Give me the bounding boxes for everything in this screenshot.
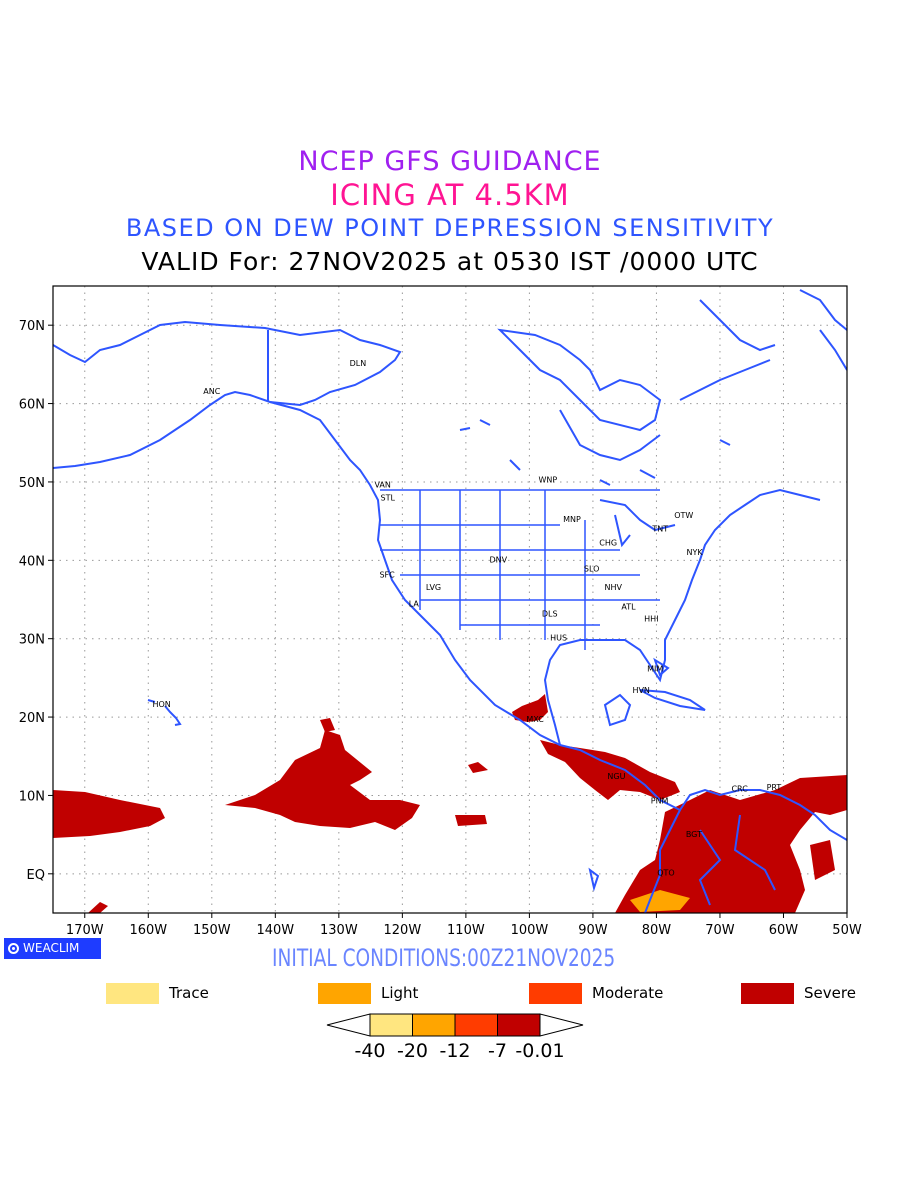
latitude-labels: 70N 60N 50N 40N 30N 20N 10N EQ (19, 319, 45, 883)
longitude-labels: 170W 160W 150W 140W 130W 120W 110W 100W 90W 80W 70… (66, 923, 862, 938)
city-label: DLS (542, 610, 558, 619)
city-label: NYK (686, 548, 703, 557)
legend-item-moderate: Moderate (529, 982, 663, 1004)
city-label: DLN (350, 359, 367, 368)
lat-tick-label: 50N (19, 476, 45, 491)
icing-region (468, 762, 488, 773)
city-label: SFC (379, 571, 395, 580)
city-label: PNM (651, 796, 669, 805)
lat-tick-label: 20N (19, 711, 45, 726)
city-label: LA (409, 600, 420, 609)
lat-tick-label: 30N (19, 633, 45, 648)
plot-frame (52, 285, 848, 914)
legend-item-severe: Severe (741, 982, 856, 1004)
icing-region (455, 815, 487, 826)
icing-region (225, 730, 420, 830)
lon-tick-label: 110W (447, 923, 485, 938)
lat-tick-label: 10N (19, 789, 45, 804)
icing-region (615, 775, 847, 913)
lat-tick-label: 40N (19, 554, 45, 569)
badge-label: WEACLIM (23, 941, 80, 955)
city-label: DNV (489, 556, 507, 565)
title-line3: BASED ON DEW POINT DEPRESSION SENSITIVIT… (125, 214, 775, 242)
icing-region (810, 840, 835, 880)
city-label: BGT (686, 830, 702, 839)
city-labels: ANC DLN VAN STL WNP MNP OTW TNT CHG NYK DNV SFC SLO L… (152, 359, 781, 877)
legend-label: Severe (804, 984, 856, 1002)
coastlines (53, 289, 847, 913)
lon-tick-label: 120W (384, 923, 422, 938)
lon-tick-label: 70W (705, 923, 735, 938)
city-label: MNP (563, 515, 581, 524)
icing-region (53, 790, 165, 838)
lon-tick-label: 50W (832, 923, 862, 938)
lon-tick-label: 130W (320, 923, 358, 938)
city-label: HHI (644, 614, 658, 623)
lat-tick-label: 70N (19, 319, 45, 334)
legend-label: Light (381, 984, 419, 1002)
lon-tick-label: 160W (129, 923, 167, 938)
lon-tick-label: 100W (511, 923, 549, 938)
logo-icon (8, 943, 19, 954)
weaclim-badge: WEACLIM (4, 938, 101, 959)
city-label: QTO (657, 868, 674, 877)
city-label: NHV (605, 583, 623, 592)
icing-region (88, 902, 108, 913)
icing-region (320, 718, 335, 732)
city-label: WNP (538, 476, 557, 485)
city-label: ATL (621, 603, 636, 612)
title-valid-time: VALID For: 27NOV2025 at 0530 IST /0000 U… (141, 247, 759, 276)
city-label: MIM (647, 665, 663, 674)
lon-tick-label: 150W (193, 923, 231, 938)
lon-tick-label: 80W (642, 923, 672, 938)
city-label: NGU (607, 772, 625, 781)
city-label: ANC (203, 387, 220, 396)
lon-tick-label: 90W (578, 923, 608, 938)
lon-tick-label: 140W (256, 923, 294, 938)
city-label: VAN (374, 480, 390, 489)
lon-tick-label: 60W (769, 923, 799, 938)
city-label: MXC (526, 715, 544, 724)
legend-item-light: Light (318, 982, 418, 1004)
city-label: SLO (584, 564, 600, 573)
legend-label: Moderate (592, 984, 664, 1002)
city-label: PRT (767, 783, 782, 792)
city-label: HUS (550, 633, 567, 642)
legend-item-trace: Trace (106, 982, 209, 1004)
city-label: OTW (674, 511, 693, 520)
lon-tick-label: 170W (66, 923, 104, 938)
lat-tick-label: 60N (19, 398, 45, 413)
icing-region (512, 694, 548, 722)
lat-tick-label: EQ (27, 868, 45, 883)
legend-label: Trace (169, 984, 209, 1002)
city-label: CHG (599, 538, 617, 547)
city-label: LVG (426, 583, 441, 592)
legend-swatch (106, 982, 159, 1004)
title-line1: NCEP GFS GUIDANCE (298, 146, 602, 177)
city-label: HVN (632, 686, 649, 695)
legend-swatch (318, 982, 371, 1004)
city-label: HON (152, 700, 170, 709)
legend-swatch (741, 982, 794, 1004)
icing-region (540, 740, 680, 800)
icing-areas (53, 694, 847, 913)
icing-region (630, 890, 690, 912)
title-line2: ICING AT 4.5KM (330, 178, 570, 212)
initial-conditions: INITIAL CONDITIONS:00Z21NOV2025 (272, 944, 616, 972)
legend-swatch (529, 982, 582, 1004)
city-label: TNT (651, 524, 668, 533)
city-label: CRC (731, 785, 748, 794)
axis-ticks (48, 324, 848, 918)
city-label: STL (381, 494, 396, 503)
